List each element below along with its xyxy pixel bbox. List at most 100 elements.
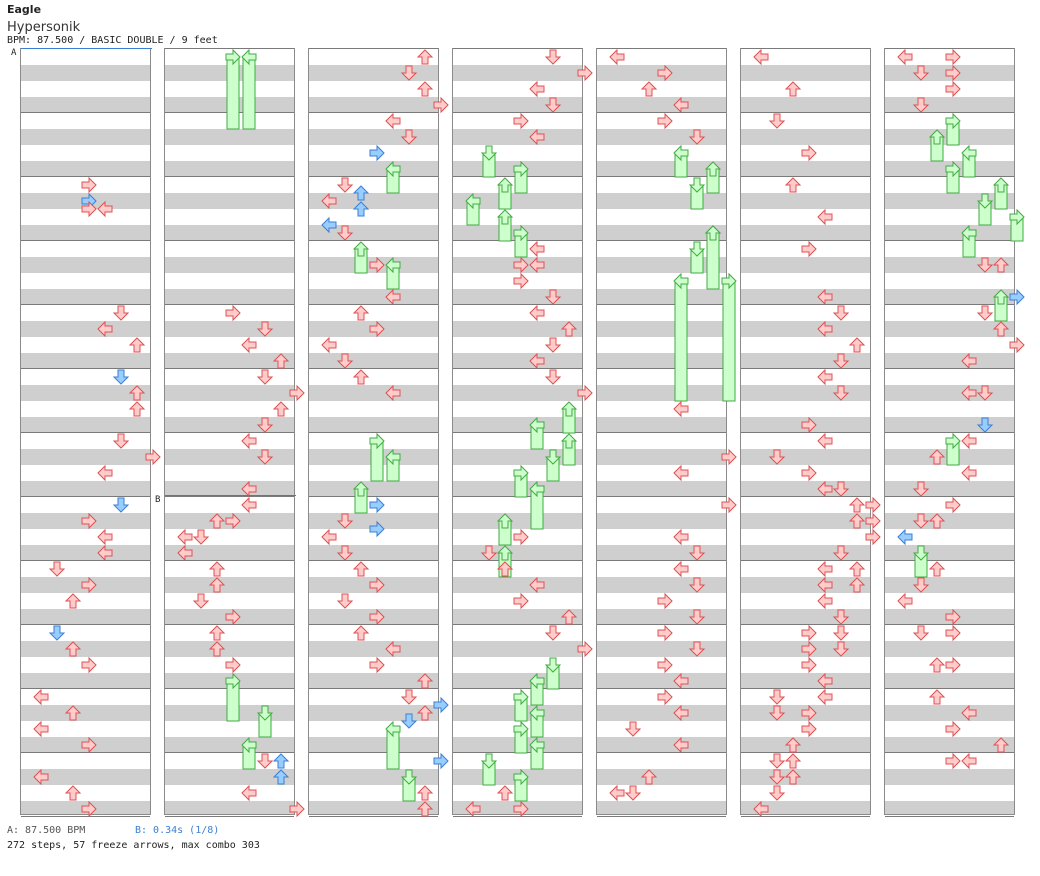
chart-note — [1009, 208, 1025, 242]
shock-arrow-left-icon — [321, 216, 337, 234]
chart-note — [369, 608, 385, 626]
step-arrow-up-icon — [928, 561, 946, 577]
chart-note — [64, 705, 82, 721]
measure-line — [21, 112, 150, 113]
step-arrow-left-icon — [817, 672, 833, 690]
step-arrow-left-icon — [385, 112, 401, 130]
shock-arrow-right-icon — [369, 496, 385, 514]
step-arrow-down-icon — [400, 689, 418, 705]
step-arrow-right-icon — [1009, 336, 1025, 354]
chart-note — [513, 224, 529, 258]
chart-note — [496, 177, 514, 210]
step-arrow-down-icon — [336, 177, 354, 193]
step-arrow-left-icon — [897, 48, 913, 66]
chart-note — [352, 305, 370, 321]
chart-note — [928, 449, 946, 465]
bpm-legend: A: 87.500 BPM — [7, 825, 86, 836]
chart-note — [336, 353, 354, 369]
step-arrow-down-icon — [544, 337, 562, 353]
measure-line — [885, 816, 1014, 817]
step-arrow-left-icon — [33, 720, 49, 738]
freeze-arrow-left-icon — [529, 672, 545, 690]
step-arrow-right-icon — [945, 720, 961, 738]
freeze-arrow-right-icon — [1009, 208, 1025, 226]
step-arrow-right-icon — [513, 528, 529, 546]
shock-arrow-up-icon — [272, 769, 290, 785]
step-arrow-up-icon — [64, 641, 82, 657]
chart-note — [817, 560, 833, 578]
step-arrow-up-icon — [496, 785, 514, 801]
step-arrow-left-icon — [817, 432, 833, 450]
measure-line — [597, 176, 726, 177]
chart-note — [992, 289, 1010, 322]
chart-note — [544, 369, 562, 385]
chart-note — [352, 561, 370, 577]
chart-note — [640, 769, 658, 785]
step-arrow-left-icon — [529, 256, 545, 274]
chart-note — [704, 225, 722, 290]
chart-note — [112, 305, 130, 321]
step-arrow-left-icon — [177, 544, 193, 562]
chart-note — [513, 528, 529, 546]
chart-note — [256, 369, 274, 385]
chart-note — [336, 177, 354, 193]
chart-note — [416, 673, 434, 689]
chart-note — [289, 384, 305, 402]
chart-note — [416, 785, 434, 801]
chart-note — [241, 336, 257, 354]
chart-note — [513, 688, 529, 722]
chart-note — [529, 736, 545, 770]
step-arrow-left-icon — [385, 640, 401, 658]
arrow-layer — [321, 49, 449, 817]
chart-note — [848, 497, 866, 513]
step-arrow-down-icon — [688, 609, 706, 625]
freeze-arrow-right-icon — [513, 160, 529, 178]
measure-line — [741, 368, 870, 369]
freeze-arrow-up-icon — [496, 177, 514, 193]
chart-note — [513, 592, 529, 610]
chart-note — [768, 785, 786, 801]
arrow-layer — [465, 49, 593, 818]
chart-note — [385, 384, 401, 402]
step-arrow-down-icon — [192, 529, 210, 545]
step-arrow-up-icon — [784, 177, 802, 193]
measure-line — [597, 560, 726, 561]
step-arrow-right-icon — [801, 720, 817, 738]
chart-note — [753, 48, 769, 66]
chart-note — [832, 545, 850, 561]
step-arrow-right-icon — [577, 384, 593, 402]
chart-note — [768, 449, 786, 465]
chart-note — [577, 64, 593, 82]
chart-note — [945, 160, 961, 194]
freeze-arrow-down-icon — [400, 769, 418, 785]
chart-note — [369, 432, 385, 482]
step-arrow-left-icon — [961, 704, 977, 722]
chart-note — [657, 64, 673, 82]
freeze-arrow-left-icon — [385, 160, 401, 178]
chart-note — [400, 689, 418, 705]
chart-note — [272, 769, 290, 785]
chart-note — [657, 624, 673, 642]
chart-note — [673, 272, 689, 402]
freeze-arrow-left-icon — [529, 704, 545, 722]
chart-note — [496, 513, 514, 546]
chart-note — [385, 720, 401, 770]
measure-line — [21, 816, 150, 817]
measure-line — [309, 48, 438, 49]
step-arrow-right-icon — [513, 800, 529, 818]
chart-note — [817, 368, 833, 386]
chart-note — [544, 49, 562, 65]
chart-note — [673, 704, 689, 722]
step-arrow-right-icon — [721, 448, 737, 466]
chart-note — [81, 200, 97, 218]
step-arrow-right-icon — [81, 512, 97, 530]
chart-note — [1009, 288, 1025, 306]
chart-note — [369, 576, 385, 594]
chart-note — [817, 288, 833, 306]
chart-note — [961, 352, 977, 370]
step-arrow-left-icon — [673, 672, 689, 690]
chart-note — [416, 705, 434, 721]
chart-note — [928, 513, 946, 529]
measure-line — [453, 304, 582, 305]
shock-arrow-down-icon — [112, 497, 130, 513]
